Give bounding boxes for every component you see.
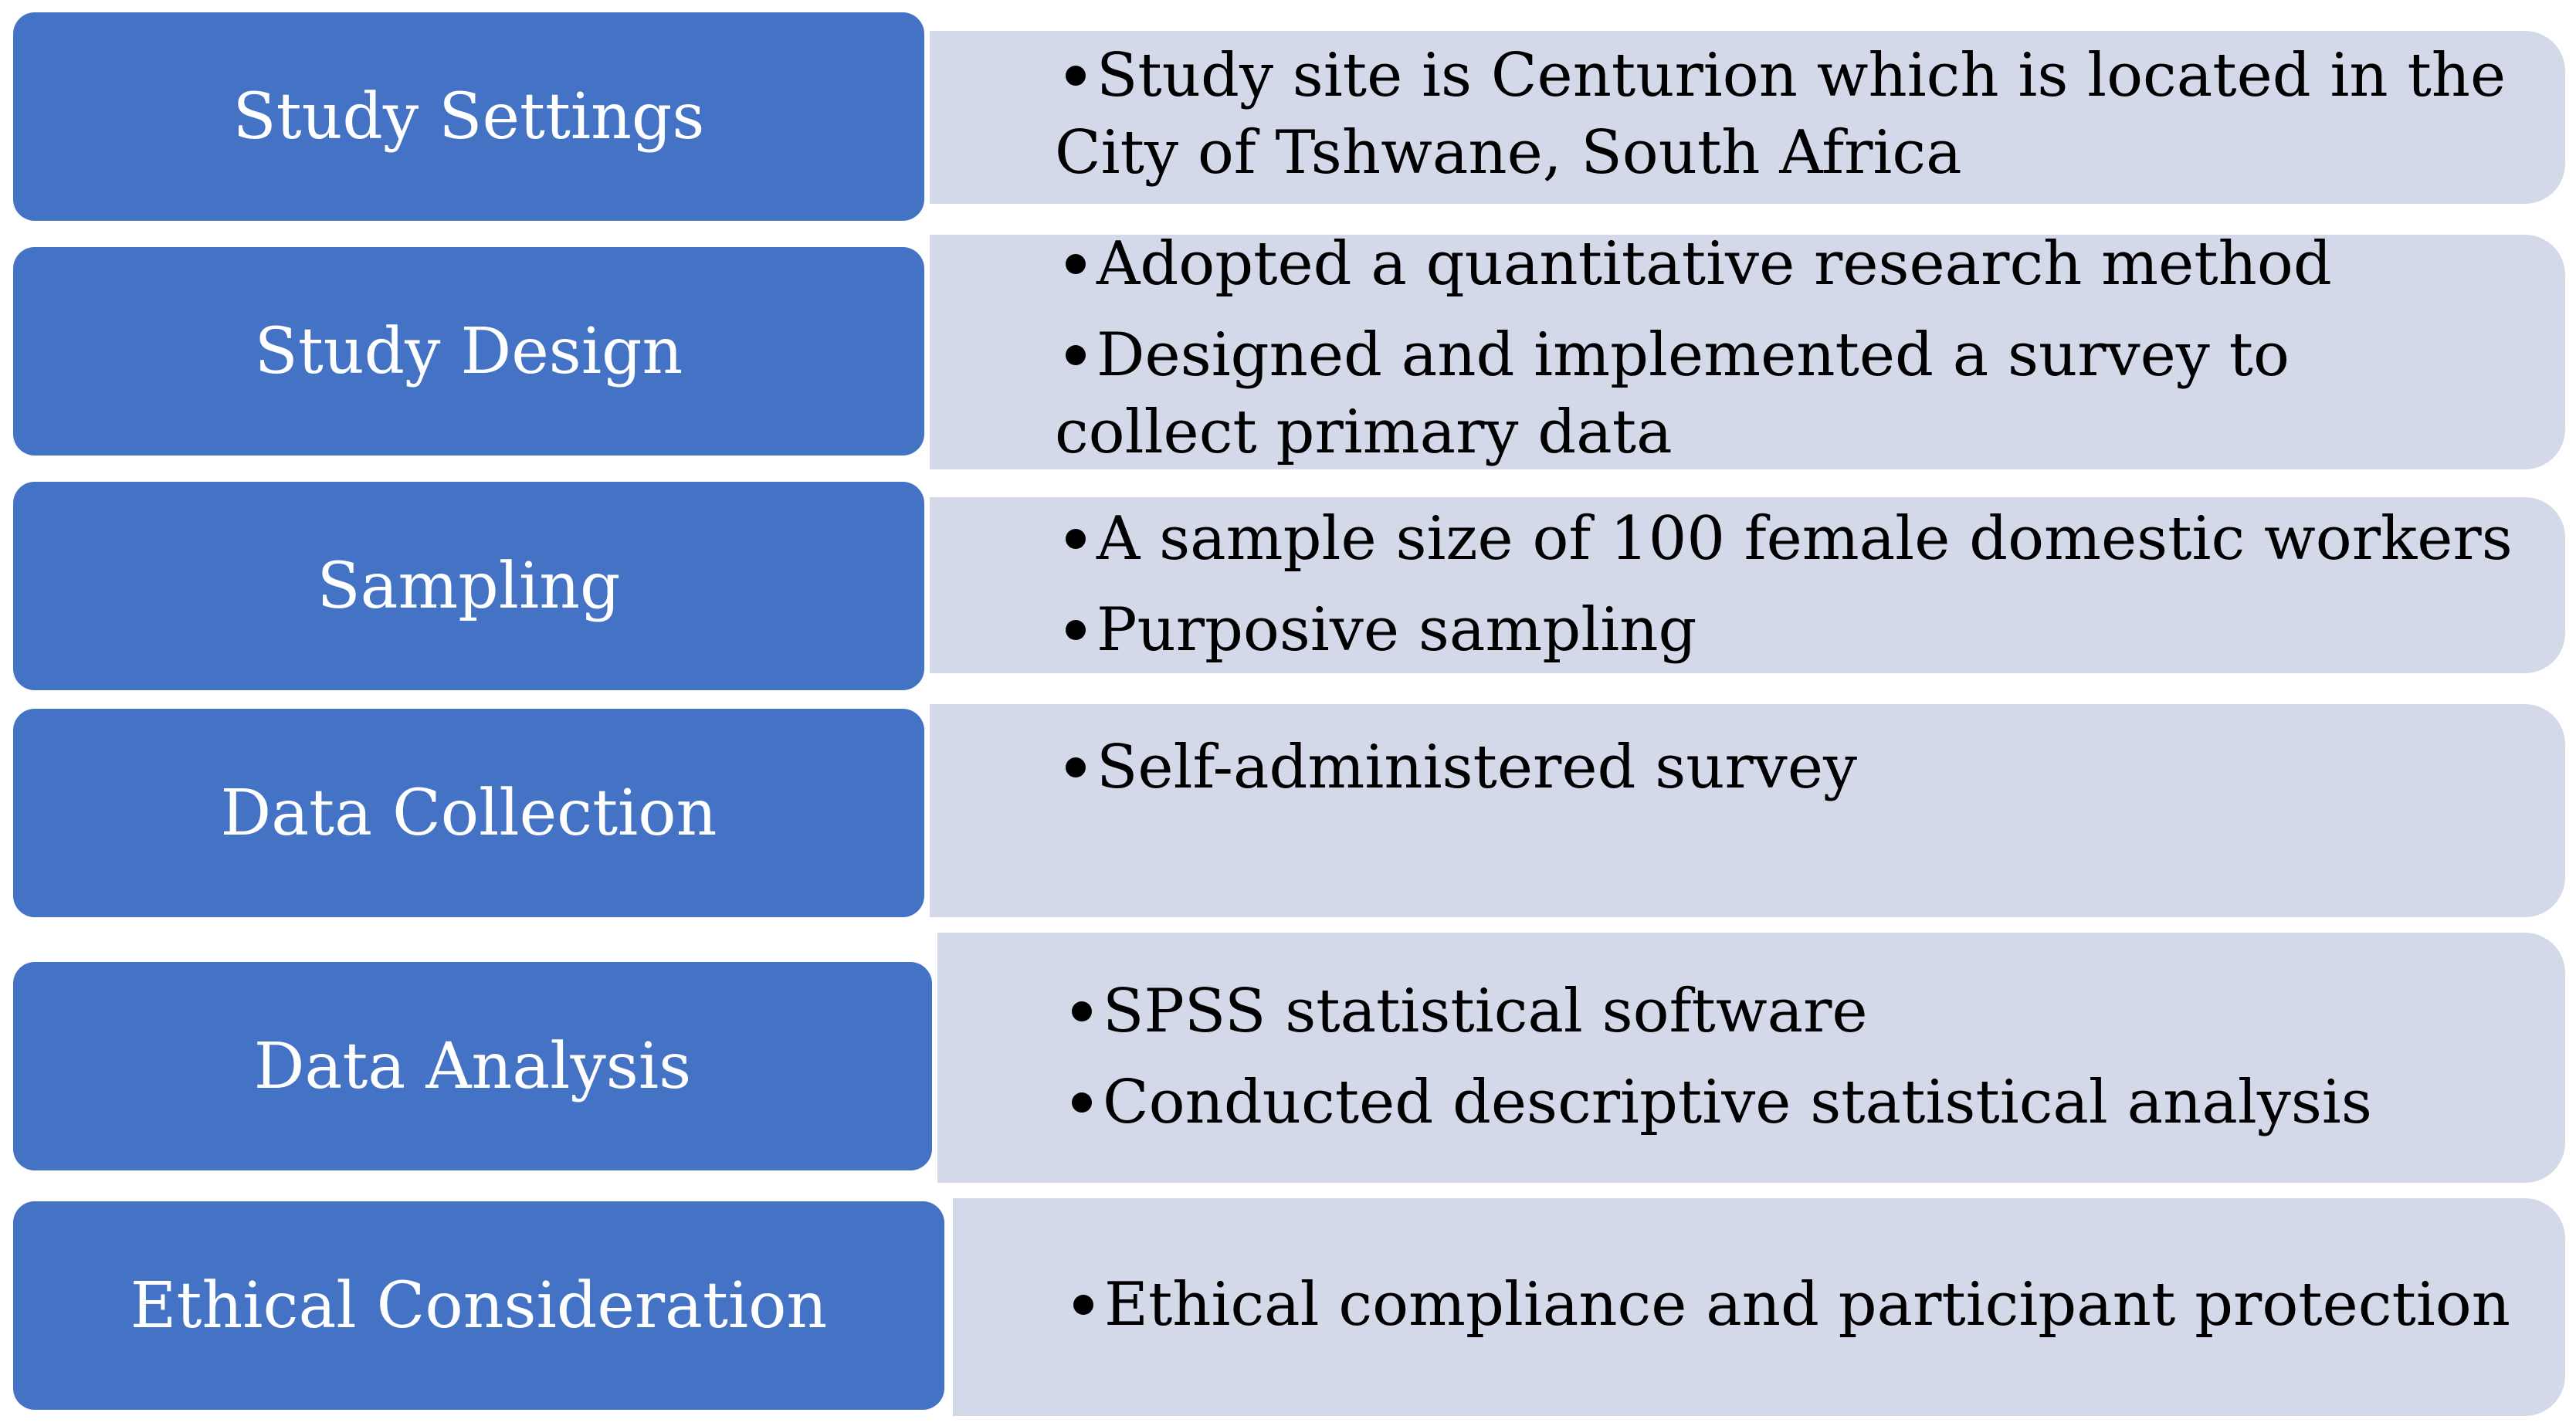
step-label: Ethical Consideration	[130, 1268, 828, 1343]
bullet-icon	[1073, 1294, 1093, 1315]
bullet-item: SPSS statistical software	[1072, 973, 2372, 1050]
bullet-icon	[1072, 1092, 1092, 1113]
detail-box-sampling	[927, 494, 2568, 676]
step-data-collection: Data Collection	[13, 709, 924, 917]
bullet-item: A sample size of 100 female domestic wor…	[1066, 500, 2513, 578]
detail-box-study-design	[927, 232, 2568, 473]
step-study-design: Study Design	[13, 247, 924, 456]
detail-box-study-settings	[927, 28, 2568, 207]
bullet-text: A sample size of 100 female domestic wor…	[1096, 504, 2513, 574]
bullet-icon	[1066, 619, 1086, 640]
bullet-list-study-design: Adopted a quantitative research method D…	[1055, 225, 2332, 471]
bullet-icon	[1066, 65, 1086, 86]
step-label: Data Collection	[220, 776, 717, 850]
bullet-text: Purposive sampling	[1096, 595, 1697, 665]
bullet-text: Adopted a quantitative research method	[1096, 229, 2332, 299]
step-study-settings: Study Settings	[13, 12, 924, 221]
bullet-icon	[1066, 253, 1086, 274]
detail-box-data-analysis	[934, 930, 2568, 1186]
bullet-text: Study site is Centurion which is located…	[1096, 41, 2507, 110]
step-label: Study Settings	[232, 80, 705, 154]
bullet-text: Ethical compliance and participant prote…	[1104, 1270, 2510, 1340]
bullet-list-data-analysis: SPSS statistical software Conducted desc…	[1072, 973, 2372, 1141]
bullet-item: Designed and implemented a survey to col…	[1055, 317, 2332, 471]
step-label: Sampling	[317, 549, 621, 623]
detail-box-data-collection	[927, 701, 2568, 920]
bullet-text: Designed and implemented a survey to	[1096, 320, 2290, 390]
bullet-icon	[1072, 1001, 1092, 1021]
bullet-item: Self-administered survey	[1066, 729, 1857, 806]
step-sampling: Sampling	[13, 482, 924, 690]
bullet-list-sampling: A sample size of 100 female domestic wor…	[1066, 500, 2513, 669]
bullet-text: Conducted descriptive statistical analys…	[1103, 1068, 2372, 1137]
bullet-item: Ethical compliance and participant prote…	[1073, 1266, 2510, 1343]
step-label: Data Analysis	[253, 1029, 692, 1103]
step-ethical-consideration: Ethical Consideration	[13, 1201, 944, 1410]
bullet-list-study-settings: Study site is Centurion which is located…	[1055, 37, 2507, 191]
bullet-text: SPSS statistical software	[1103, 977, 1868, 1046]
bullet-text-continued: collect primary data	[1055, 398, 1673, 467]
bullet-text-continued: City of Tshwane, South Africa	[1055, 118, 1962, 188]
detail-box-ethical-consideration	[950, 1195, 2568, 1419]
bullet-list-ethical-consideration: Ethical compliance and participant prote…	[1073, 1266, 2510, 1343]
bullet-list-data-collection: Self-administered survey	[1066, 729, 1857, 806]
bullet-item: Conducted descriptive statistical analys…	[1072, 1064, 2372, 1141]
bullet-icon	[1066, 528, 1086, 549]
step-data-analysis: Data Analysis	[13, 962, 932, 1170]
bullet-item: Study site is Centurion which is located…	[1055, 37, 2507, 191]
bullet-item: Purposive sampling	[1066, 591, 2513, 669]
bullet-item: Adopted a quantitative research method	[1066, 225, 2332, 303]
bullet-icon	[1066, 757, 1086, 777]
bullet-icon	[1066, 344, 1086, 365]
step-label: Study Design	[254, 314, 683, 388]
bullet-text: Self-administered survey	[1096, 733, 1858, 802]
